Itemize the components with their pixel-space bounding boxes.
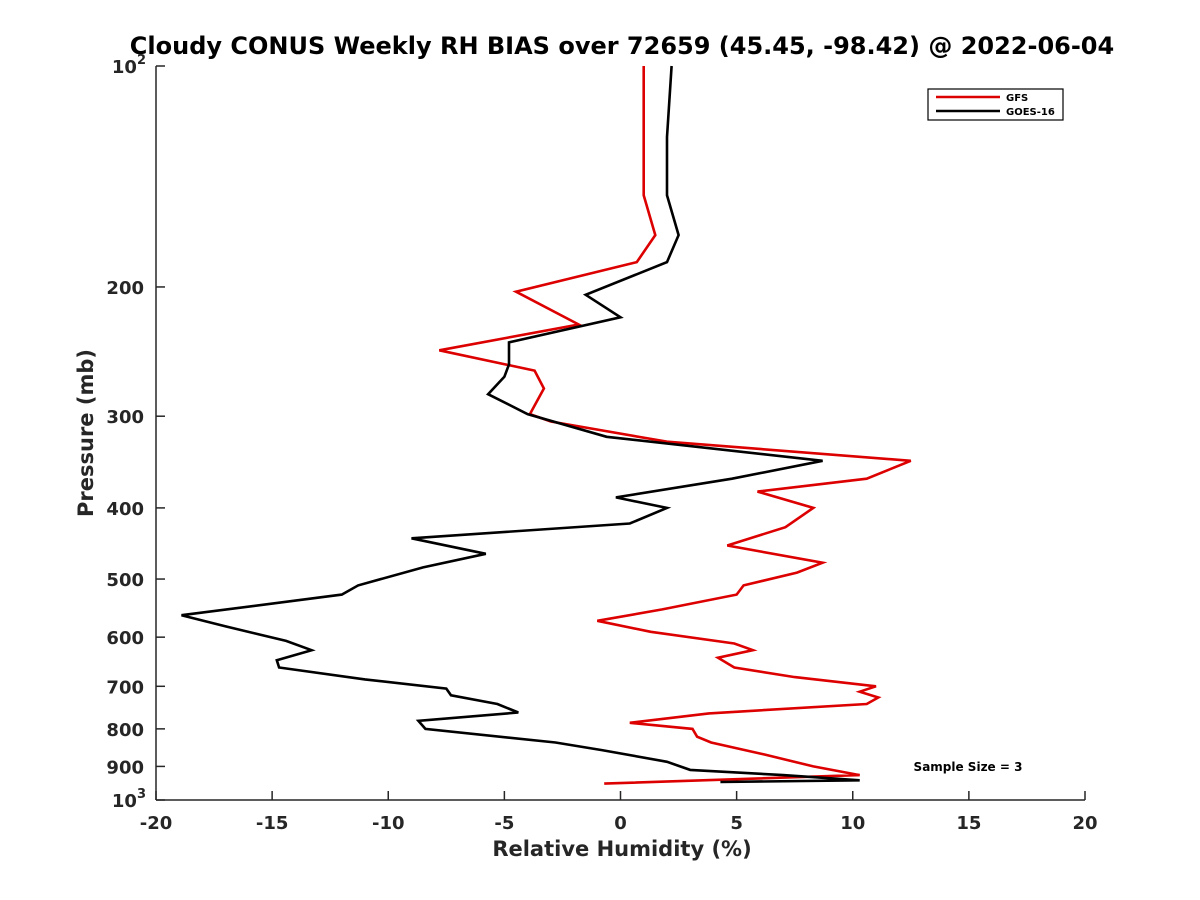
series-layer bbox=[181, 65, 912, 785]
x-tick-label: -15 bbox=[256, 813, 289, 834]
y-tick-label: 800 bbox=[106, 720, 144, 741]
y-tick-label: 300 bbox=[106, 407, 144, 428]
x-tick-label: -20 bbox=[140, 813, 173, 834]
y-tick-label: 103 bbox=[112, 787, 146, 812]
y-axis-label: Pressure (mb) bbox=[74, 349, 98, 517]
legend: GFS GOES-16 bbox=[927, 88, 1064, 121]
plot-area: -20 -15 -10 -5 0 5 10 15 20 102 200 300 400 500 600 70… bbox=[106, 53, 1097, 834]
series-line-gfs bbox=[439, 66, 912, 785]
x-axis-ticks: -20 -15 -10 -5 0 5 10 15 20 bbox=[140, 791, 1098, 834]
y-tick-label: 900 bbox=[106, 757, 144, 778]
chart-title: Cloudy CONUS Weekly RH BIAS over 72659 (… bbox=[130, 32, 1114, 60]
x-tick-label: 15 bbox=[956, 813, 981, 834]
y-tick-label: 200 bbox=[106, 278, 144, 299]
y-tick-label: 700 bbox=[106, 677, 144, 698]
y-axis-ticks: 102 200 300 400 500 600 700 800 900 103 bbox=[106, 53, 165, 812]
legend-label: GOES-16 bbox=[1006, 107, 1055, 118]
x-tick-label: 0 bbox=[614, 813, 627, 834]
y-tick-label: 500 bbox=[106, 570, 144, 591]
x-tick-label: 10 bbox=[840, 813, 865, 834]
y-tick-label: 600 bbox=[106, 628, 144, 649]
sample-size-annotation: Sample Size = 3 bbox=[914, 760, 1023, 774]
y-tick-label: 400 bbox=[106, 499, 144, 520]
legend-box bbox=[927, 88, 1064, 121]
legend-label: GFS bbox=[1006, 93, 1028, 104]
x-tick-label: -5 bbox=[494, 813, 514, 834]
x-axis-label: Relative Humidity (%) bbox=[492, 837, 751, 861]
x-tick-label: 5 bbox=[730, 813, 743, 834]
y-tick-label: 102 bbox=[112, 53, 146, 78]
x-tick-label: -10 bbox=[372, 813, 405, 834]
series-line-goes-16 bbox=[181, 65, 860, 784]
legend-items: GFS GOES-16 bbox=[936, 93, 1055, 118]
x-tick-label: 20 bbox=[1072, 813, 1097, 834]
